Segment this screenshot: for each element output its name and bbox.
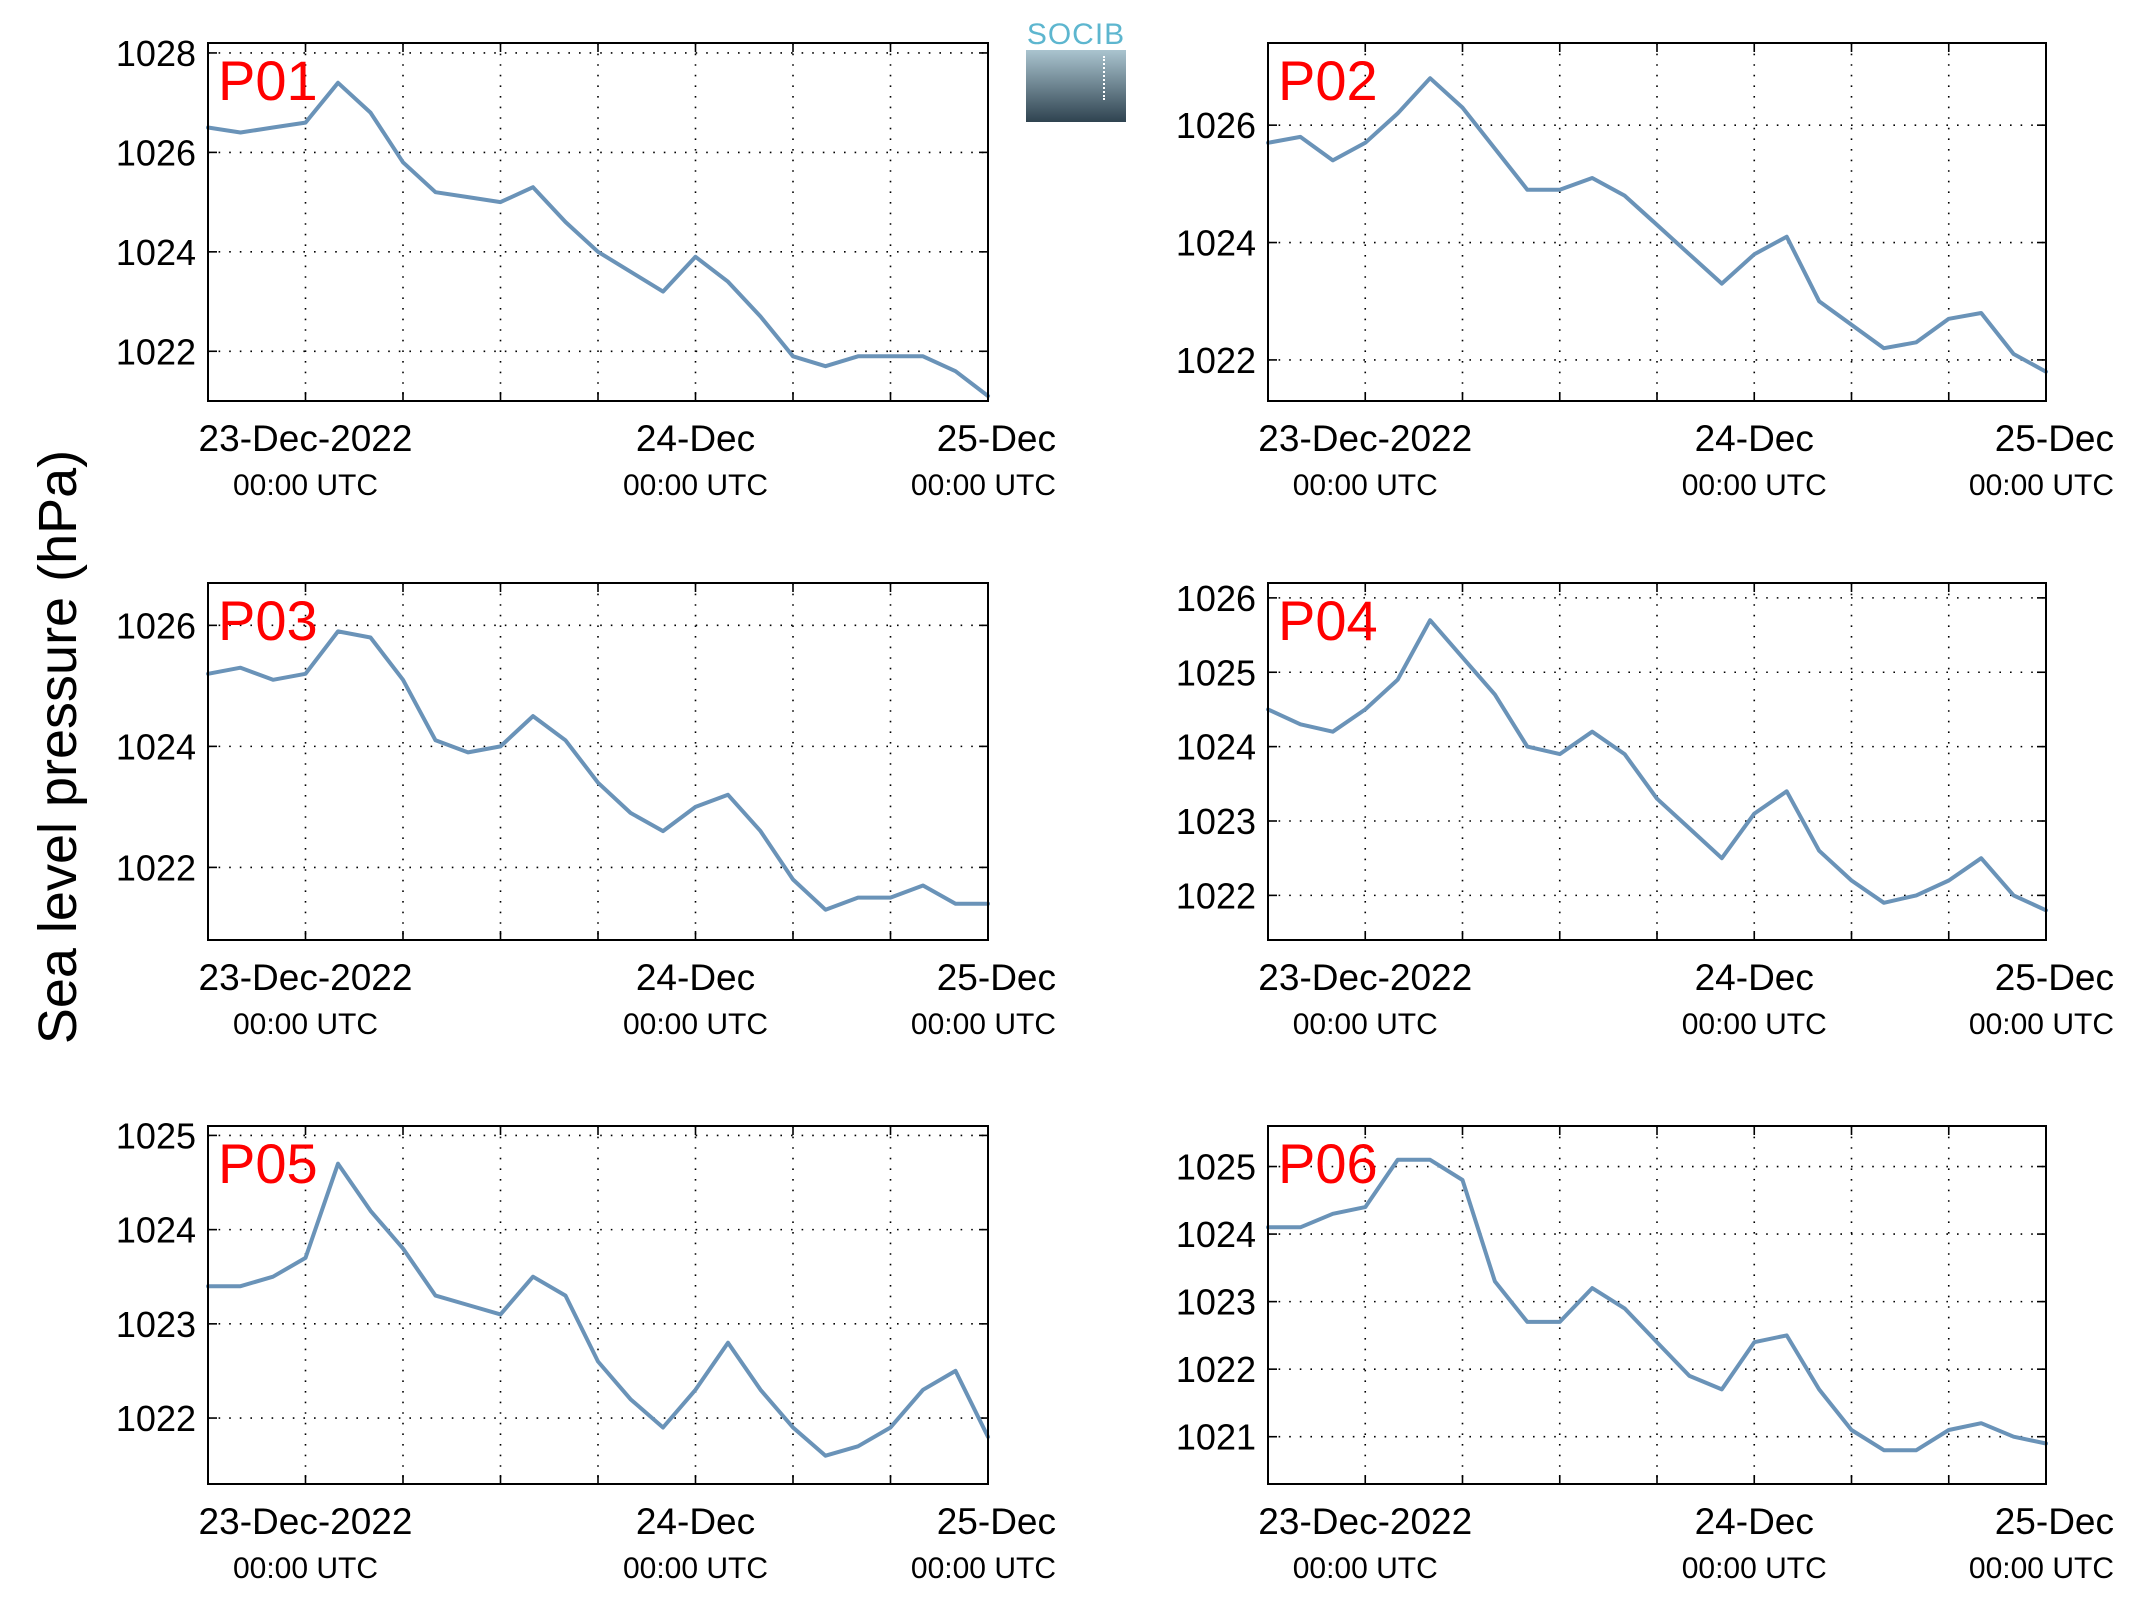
x-tick-label-date: 25-Dec [1995,957,2114,998]
chart-panel-6: 1021 1022 1023 1024 1025 23-Dec-2022 00:00 UTC… [1176,1125,2114,1585]
x-tick-label-time: 00:00 UTC [623,469,768,502]
panel-label: P01 [218,49,318,112]
chart-panel-3: 1022 1024 1026 23-Dec-2022 00:00 UTC 24-Dec 00… [116,582,1056,1041]
x-tick-label-date: 23-Dec-2022 [199,957,413,998]
logo-text: SOCIB [1026,18,1126,51]
x-tick-label-date: 25-Dec [1995,1501,2114,1542]
y-tick-label: 1024 [116,1210,196,1251]
y-axis-label-container: Sea level pressure (hPa) [0,0,120,1608]
logo-graphic [1026,50,1126,122]
x-tick-label-time: 00:00 UTC [233,1552,378,1585]
x-tick-label-time: 00:00 UTC [1969,469,2114,502]
series-line [206,629,990,912]
y-tick-label: 1022 [116,847,196,888]
x-tick-label-time: 00:00 UTC [1682,1552,1827,1585]
logo-dots [1103,56,1105,100]
x-tick-label-time: 00:00 UTC [911,469,1056,502]
chart-panel-2: 1022 1024 1026 23-Dec-2022 00:00 UTC 24-Dec 00… [1176,42,2114,502]
y-tick-label: 1025 [1176,652,1256,693]
x-tick-label-time: 00:00 UTC [1293,1552,1438,1585]
plot-frame [207,42,989,402]
x-tick-label-date: 25-Dec [937,957,1056,998]
x-tick-label-time: 00:00 UTC [1682,469,1827,502]
x-tick-label-time: 00:00 UTC [911,1552,1056,1585]
x-tick-label-date: 24-Dec [636,957,755,998]
x-tick-label-time: 00:00 UTC [911,1008,1056,1041]
x-tick-label-date: 24-Dec [1695,418,1814,459]
x-tick-label-time: 00:00 UTC [1682,1008,1827,1041]
y-tick-label: 1022 [116,1398,196,1439]
y-tick-label: 1023 [1176,801,1256,842]
y-tick-label: 1024 [116,232,196,273]
y-tick-label: 1026 [116,605,196,646]
y-tick-label: 1025 [1176,1147,1256,1188]
plot-frame [1267,582,2047,941]
y-tick-label: 1022 [1176,340,1256,381]
x-tick-label-time: 00:00 UTC [1293,469,1438,502]
x-tick-label-time: 00:00 UTC [623,1008,768,1041]
y-tick-label: 1025 [116,1115,196,1156]
x-tick-label-time: 00:00 UTC [233,469,378,502]
x-tick-label-date: 23-Dec-2022 [1258,1501,1472,1542]
plot-frame [207,1125,989,1485]
x-tick-label-date: 23-Dec-2022 [199,1501,413,1542]
y-tick-label: 1024 [1176,1214,1256,1255]
x-tick-label-date: 25-Dec [1995,418,2114,459]
x-tick-label-time: 00:00 UTC [1969,1552,2114,1585]
y-tick-label: 1023 [1176,1282,1256,1323]
y-tick-label: 1023 [116,1304,196,1345]
plot-frame [207,582,989,941]
x-tick-label-date: 24-Dec [636,1501,755,1542]
y-tick-label: 1022 [1176,1349,1256,1390]
x-tick-label-time: 00:00 UTC [623,1552,768,1585]
x-tick-label-date: 24-Dec [636,418,755,459]
socib-logo: SOCIB [1026,18,1126,122]
series-line [206,1161,990,1458]
plot-frame [1267,1125,2047,1485]
x-tick-label-date: 23-Dec-2022 [199,418,413,459]
panel-label: P02 [1278,49,1378,112]
x-tick-label-time: 00:00 UTC [1293,1008,1438,1041]
y-tick-label: 1026 [116,132,196,173]
x-tick-label-date: 24-Dec [1695,957,1814,998]
x-tick-label-date: 23-Dec-2022 [1258,418,1472,459]
series-line [206,80,990,398]
panel-label: P06 [1278,1132,1378,1195]
y-axis-label: Sea level pressure (hPa) [28,449,88,1045]
y-tick-label: 1024 [1176,223,1256,264]
x-tick-label-time: 00:00 UTC [1969,1008,2114,1041]
x-tick-label-date: 25-Dec [937,1501,1056,1542]
chart-panel-4: 1022 1023 1024 1025 1026 23-Dec-2022 00:00 UTC… [1176,578,2114,1041]
plot-frame [1267,42,2047,402]
y-tick-label: 1026 [1176,578,1256,619]
panel-label: P03 [218,589,318,652]
series-line [1266,618,2048,913]
x-tick-label-date: 25-Dec [937,418,1056,459]
y-tick-label: 1022 [1176,875,1256,916]
series-line [1266,1157,2048,1453]
y-tick-label: 1024 [116,726,196,767]
series-line [1266,76,2048,374]
y-tick-label: 1026 [1176,105,1256,146]
panel-label: P05 [218,1132,318,1195]
chart-panel-1: 1022 1024 1026 1028 23-Dec-2022 00:00 UTC 24-D… [116,33,1056,502]
x-tick-label-time: 00:00 UTC [233,1008,378,1041]
chart-panel-5: 1022 1023 1024 1025 23-Dec-2022 00:00 UTC 24-D… [116,1115,1056,1585]
y-tick-label: 1021 [1176,1417,1256,1458]
x-tick-label-date: 24-Dec [1695,1501,1814,1542]
y-tick-label: 1022 [116,331,196,372]
y-tick-label: 1024 [1176,727,1256,768]
y-tick-label: 1028 [116,33,196,74]
panel-label: P04 [1278,589,1378,652]
x-tick-label-date: 23-Dec-2022 [1258,957,1472,998]
